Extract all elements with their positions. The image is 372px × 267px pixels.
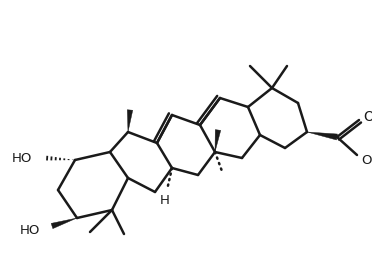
Polygon shape <box>51 218 77 229</box>
Text: OH: OH <box>361 155 372 167</box>
Polygon shape <box>215 129 221 152</box>
Text: HO: HO <box>12 151 32 164</box>
Text: H: H <box>160 194 170 206</box>
Polygon shape <box>127 110 133 132</box>
Polygon shape <box>307 132 337 140</box>
Text: O: O <box>363 110 372 124</box>
Text: HO: HO <box>20 223 40 237</box>
